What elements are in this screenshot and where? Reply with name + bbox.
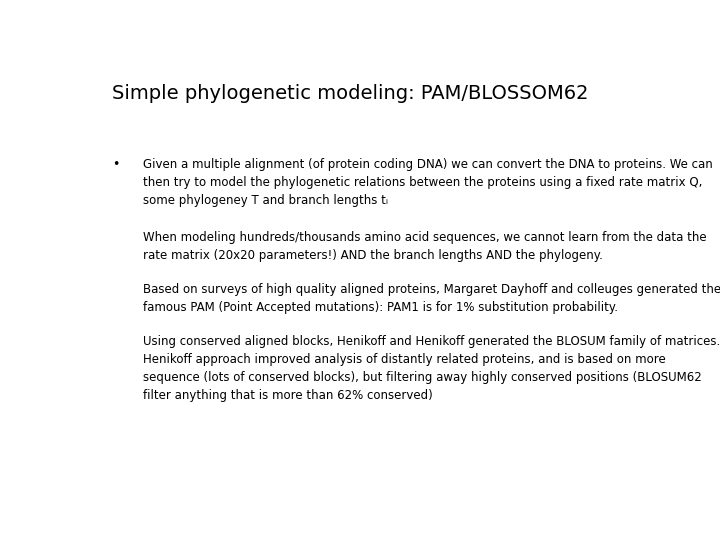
Text: When modeling hundreds/thousands amino acid sequences, we cannot learn from the : When modeling hundreds/thousands amino a…	[143, 231, 706, 262]
Text: Based on surveys of high quality aligned proteins, Margaret Dayhoff and colleuge: Based on surveys of high quality aligned…	[143, 283, 720, 314]
Text: •: •	[112, 158, 120, 171]
Text: Using conserved aligned blocks, Henikoff and Henikoff generated the BLOSUM famil: Using conserved aligned blocks, Henikoff…	[143, 335, 720, 402]
Text: Simple phylogenetic modeling: PAM/BLOSSOM62: Simple phylogenetic modeling: PAM/BLOSSO…	[112, 84, 589, 103]
Text: Given a multiple alignment (of protein coding DNA) we can convert the DNA to pro: Given a multiple alignment (of protein c…	[143, 158, 713, 207]
